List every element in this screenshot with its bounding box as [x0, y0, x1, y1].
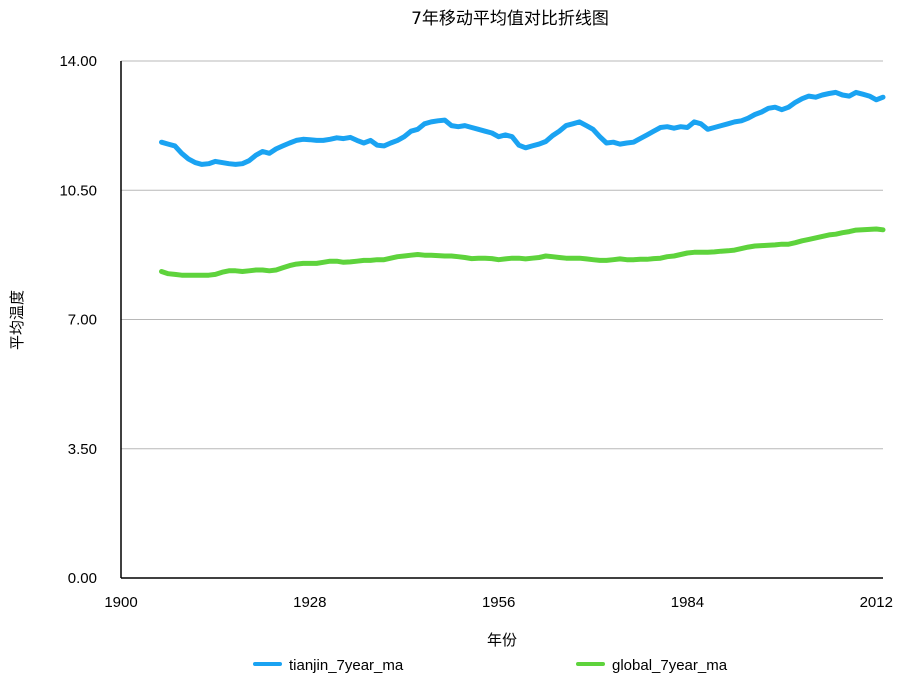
- y-tick-label: 0.00: [68, 570, 97, 587]
- x-tick-label: 1956: [482, 594, 515, 611]
- x-tick-label: 1928: [293, 594, 326, 611]
- x-tick-label: 1900: [104, 594, 137, 611]
- x-tick-label: 2012: [860, 594, 893, 611]
- grid: [121, 60, 883, 450]
- y-tick-label: 3.50: [68, 441, 97, 458]
- legend: tianjin_7year_ma global_7year_ma: [253, 657, 728, 674]
- legend-label-global: global_7year_ma: [612, 657, 728, 674]
- y-tick-label: 14.00: [59, 53, 97, 70]
- y-tick-labels: 0.00 3.50 7.00 10.50 14.00: [59, 53, 97, 587]
- x-tick-labels: 1900 1928 1956 1984 2012: [104, 594, 893, 611]
- legend-label-tianjin: tianjin_7year_ma: [289, 657, 404, 674]
- series-line-global: [159, 226, 886, 278]
- plot-area: [159, 89, 886, 278]
- axes: [120, 61, 883, 579]
- x-axis-title: 年份: [487, 631, 517, 649]
- chart-title: 7年移动平均值对比折线图: [411, 9, 609, 29]
- x-tick-label: 1984: [671, 594, 704, 611]
- y-tick-label: 10.50: [59, 182, 97, 199]
- series-line-tianjin: [159, 89, 886, 167]
- y-axis-title: 平均温度: [8, 290, 26, 350]
- y-tick-label: 7.00: [68, 312, 97, 329]
